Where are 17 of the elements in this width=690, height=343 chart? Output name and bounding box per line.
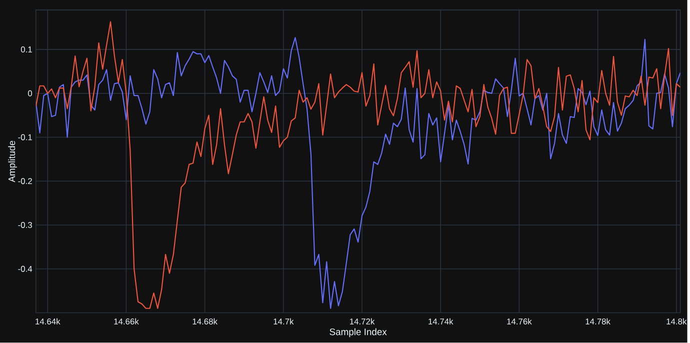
x-tick-label: 14.64k [36,318,60,325]
x-tick-label: 14.7k [274,318,294,325]
x-tick-label: 14.76k [507,318,532,325]
y-tick-label: 0 [28,90,32,96]
x-tick-label: 14.74k [428,318,454,325]
x-tick-label: 14.66k [114,318,139,325]
y-tick-label: -0.3 [18,222,32,228]
y-tick-label: -0.2 [18,178,32,184]
x-tick-label: 14.8k [666,318,687,325]
y-tick-label: -0.1 [18,134,32,140]
x-axis-title: Sample Index [330,328,387,338]
x-tick-label: 14.72k [350,318,375,325]
y-tick-label: -0.4 [18,266,32,272]
x-tick-label: 14.78k [586,318,610,325]
x-tick-label: 14.68k [192,318,218,325]
y-axis-title: Amplitude [8,140,17,182]
y-tick-label: 0.1 [20,46,32,53]
